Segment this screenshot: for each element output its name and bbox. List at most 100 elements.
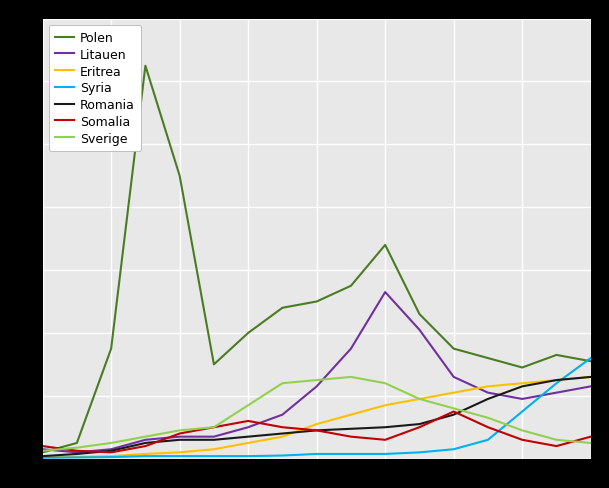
Sverige [382,381,389,386]
Somalia [484,425,491,430]
Polen [313,299,320,305]
Eritrea [73,454,80,460]
Sverige [176,427,183,433]
Eritrea [108,453,115,459]
Litauen [450,374,457,380]
Legend: Polen, Litauen, Eritrea, Syria, Romania, Somalia, Sverige: Polen, Litauen, Eritrea, Syria, Romania,… [49,26,141,151]
Litauen [484,390,491,396]
Syria [142,453,149,459]
Syria [587,355,594,361]
Litauen [279,412,286,418]
Somalia [73,448,80,454]
Polen [450,346,457,352]
Syria [279,453,286,459]
Syria [210,453,217,459]
Romania [176,437,183,443]
Eritrea [39,454,46,460]
Romania [313,427,320,433]
Romania [347,426,354,432]
Somalia [313,427,320,433]
Somalia [108,449,115,455]
Syria [518,409,526,415]
Eritrea [279,434,286,440]
Polen [244,330,252,336]
Syria [73,454,80,460]
Polen [587,359,594,365]
Romania [244,434,252,440]
Sverige [313,377,320,383]
Syria [553,381,560,386]
Sverige [416,396,423,402]
Somalia [142,443,149,449]
Sverige [553,437,560,443]
Sverige [347,374,354,380]
Sverige [450,406,457,411]
Sverige [587,440,594,446]
Somalia [39,443,46,449]
Syria [382,451,389,457]
Eritrea [450,390,457,396]
Polen [176,173,183,179]
Litauen [176,434,183,440]
Romania [108,448,115,454]
Syria [39,455,46,461]
Somalia [176,431,183,437]
Polen [279,305,286,311]
Litauen [553,390,560,396]
Line: Romania: Romania [43,377,591,456]
Romania [416,421,423,427]
Eritrea [587,374,594,380]
Litauen [416,327,423,333]
Romania [382,425,389,430]
Romania [484,396,491,402]
Litauen [587,384,594,389]
Sverige [39,448,46,454]
Somalia [347,434,354,440]
Sverige [73,445,80,451]
Polen [416,311,423,317]
Romania [73,451,80,457]
Eritrea [416,396,423,402]
Romania [587,374,594,380]
Polen [73,440,80,446]
Eritrea [313,421,320,427]
Line: Polen: Polen [43,66,591,452]
Romania [279,431,286,437]
Somalia [553,443,560,449]
Litauen [244,425,252,430]
Eritrea [484,384,491,389]
Eritrea [553,377,560,383]
Syria [176,453,183,459]
Eritrea [518,381,526,386]
Syria [416,449,423,455]
Polen [347,283,354,289]
Litauen [108,447,115,452]
Eritrea [244,440,252,446]
Line: Eritrea: Eritrea [43,377,591,457]
Syria [108,454,115,460]
Romania [553,377,560,383]
Litauen [39,447,46,452]
Sverige [518,427,526,433]
Romania [210,437,217,443]
Polen [142,63,149,69]
Sverige [210,425,217,430]
Syria [347,451,354,457]
Litauen [347,346,354,352]
Somalia [382,437,389,443]
Sverige [142,434,149,440]
Polen [108,346,115,352]
Line: Syria: Syria [43,358,591,458]
Somalia [587,434,594,440]
Polen [484,355,491,361]
Somalia [518,437,526,443]
Polen [518,365,526,371]
Sverige [108,440,115,446]
Eritrea [347,412,354,418]
Romania [518,384,526,389]
Romania [450,412,457,418]
Syria [244,453,252,459]
Romania [39,453,46,459]
Syria [450,447,457,452]
Eritrea [176,449,183,455]
